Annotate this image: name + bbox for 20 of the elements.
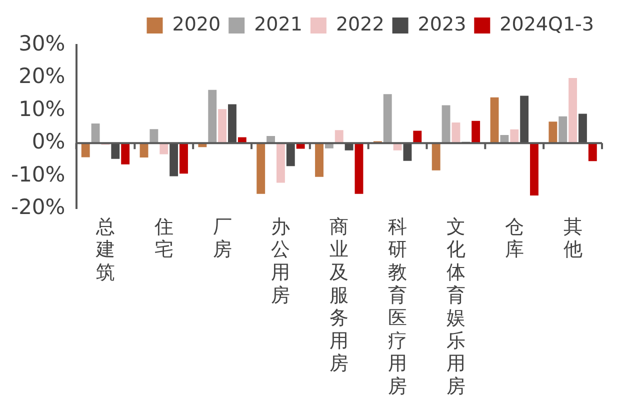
y-tick-label: 0% — [32, 130, 66, 154]
legend-label: 2022 — [336, 13, 384, 36]
x-tick-label: 仓库 — [504, 216, 524, 261]
legend-label: 2021 — [254, 13, 302, 36]
x-tick-label: 文化体育娱乐用房 — [446, 216, 466, 398]
y-tick-label: 10% — [18, 96, 66, 121]
y-tick-label: -20% — [10, 195, 66, 220]
x-tick-label: 总建筑 — [94, 216, 115, 284]
x-tick-label: 其他 — [563, 216, 582, 261]
y-tick-label: 30% — [18, 31, 66, 56]
x-tick-label: 科研教育医疗用房 — [388, 216, 408, 398]
legend-label: 2023 — [418, 13, 466, 36]
x-tick-label: 办公用房 — [271, 216, 290, 306]
x-tick-label: 厂房 — [212, 216, 232, 261]
legend-label: 2024Q1-3 — [500, 13, 594, 36]
y-tick-label: -10% — [10, 162, 66, 186]
x-tick-label: 住宅 — [153, 216, 174, 261]
legend-label: 2020 — [172, 13, 221, 36]
y-tick-label: 20% — [18, 64, 66, 88]
x-tick-label: 商业及服务用房 — [330, 216, 349, 375]
